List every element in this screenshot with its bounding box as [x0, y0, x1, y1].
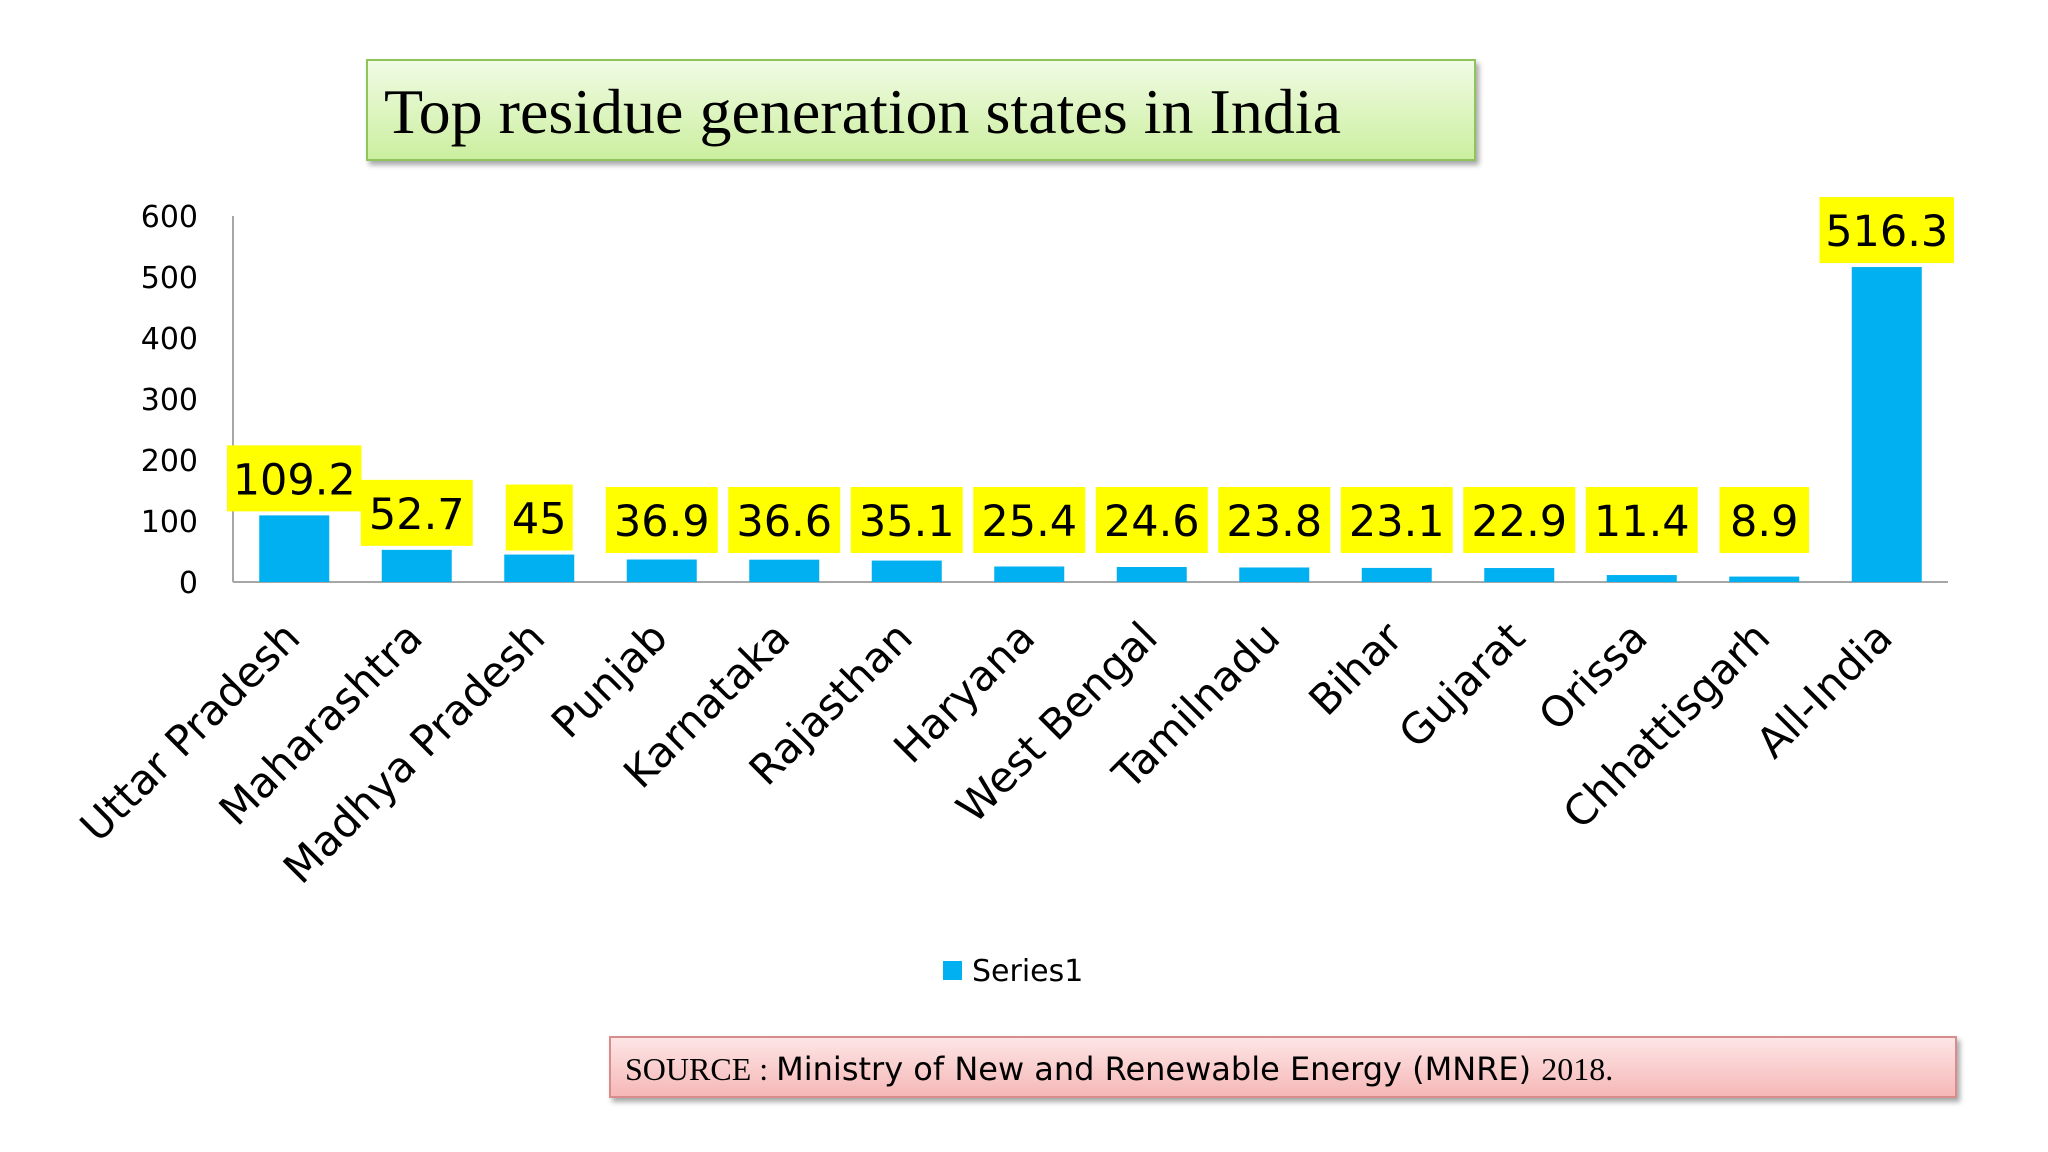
data-label-text: 25.4 [981, 497, 1077, 547]
data-label-text: 23.1 [1349, 497, 1445, 547]
bar [1729, 576, 1800, 582]
bar [749, 559, 820, 582]
bar [1484, 568, 1555, 582]
data-label-text: 36.9 [614, 497, 710, 547]
legend-label: Series1 [972, 954, 1083, 989]
data-label: 23.1 [1340, 487, 1453, 553]
data-label: 8.9 [1719, 487, 1809, 553]
data-label: 23.8 [1218, 487, 1331, 553]
bar-chart: 0 100 200 300 400 500 600 109.2 52.7 45 36.9 36.6 3… [71, 197, 1954, 989]
source-text: SOURCE : Ministry of New and Renewable E… [625, 1050, 1613, 1088]
data-label: 45 [505, 484, 573, 551]
x-tick-label: All-India [1747, 612, 1902, 767]
x-tick-label: Gujarat [1389, 612, 1534, 757]
y-tick-label: 400 [141, 322, 198, 357]
bar [504, 554, 575, 582]
y-tick-label: 100 [141, 505, 198, 540]
data-label: 35.1 [850, 487, 963, 553]
data-label-text: 22.9 [1471, 497, 1567, 547]
data-label-text: 109.2 [233, 455, 356, 505]
source-prefix: SOURCE : [625, 1051, 777, 1087]
data-label: 25.4 [973, 487, 1086, 553]
source-box: SOURCE : Ministry of New and Renewable E… [609, 1036, 1957, 1098]
bar [994, 566, 1065, 582]
data-label-background [1585, 487, 1698, 553]
data-label-text: 24.6 [1104, 497, 1200, 547]
data-label-text: 516.3 [1825, 207, 1948, 257]
data-label-background [1463, 487, 1576, 553]
data-label-background [850, 487, 963, 553]
y-tick-label: 500 [141, 261, 198, 296]
data-label-background [505, 484, 573, 551]
source-year: 2018. [1541, 1051, 1614, 1087]
data-label-background [360, 479, 473, 546]
bar [381, 549, 452, 582]
data-label: 24.6 [1095, 487, 1208, 553]
data-label-background [1719, 487, 1809, 553]
source-body: Ministry of New and Renewable Energy (MN… [776, 1050, 1542, 1088]
data-label-text: 23.8 [1226, 497, 1322, 547]
data-label-background [728, 487, 841, 553]
data-label-background [227, 445, 362, 512]
data-label-text: 8.9 [1730, 497, 1798, 547]
data-label-background [973, 487, 1086, 553]
x-tick-label: Bihar [1299, 612, 1412, 725]
bar [871, 560, 942, 582]
bar [1239, 567, 1310, 582]
data-label-text: 45 [512, 495, 567, 545]
data-label-text: 52.7 [369, 490, 465, 540]
bar [259, 515, 330, 582]
bar [626, 559, 697, 582]
data-label: 516.3 [1819, 197, 1954, 264]
x-tick-label: Uttar Pradesh [71, 612, 310, 851]
data-label: 109.2 [227, 445, 362, 512]
data-label: 52.7 [360, 479, 473, 546]
data-label-background [1218, 487, 1331, 553]
bar [1606, 575, 1677, 582]
data-label-background [1340, 487, 1453, 553]
data-label: 11.4 [1585, 487, 1698, 553]
y-tick-label: 0 [179, 566, 198, 601]
chart-title-box: Top residue generation states in India [366, 59, 1476, 161]
y-tick-label: 600 [141, 200, 198, 235]
data-label: 36.9 [605, 487, 718, 553]
data-label-background [1819, 197, 1954, 264]
bar [1116, 566, 1187, 582]
bar [1361, 567, 1432, 582]
legend-swatch [943, 961, 962, 980]
data-label-text: 35.1 [859, 497, 955, 547]
bars [259, 267, 1922, 582]
y-axis-ticks: 0 100 200 300 400 500 600 [141, 200, 198, 601]
data-label-background [605, 487, 718, 553]
y-tick-label: 300 [141, 383, 198, 418]
data-label-text: 11.4 [1594, 497, 1690, 547]
data-label: 36.6 [728, 487, 841, 553]
data-labels: 109.2 52.7 45 36.9 36.6 35.1 25.4 24.6 23.8 23.1 2… [227, 197, 1954, 553]
legend: Series1 [943, 954, 1083, 989]
data-label-background [1095, 487, 1208, 553]
data-label-text: 36.6 [736, 497, 832, 547]
bar [1851, 267, 1922, 582]
data-label: 22.9 [1463, 487, 1576, 553]
chart-title: Top residue generation states in India [384, 76, 1341, 147]
y-tick-label: 200 [141, 444, 198, 479]
